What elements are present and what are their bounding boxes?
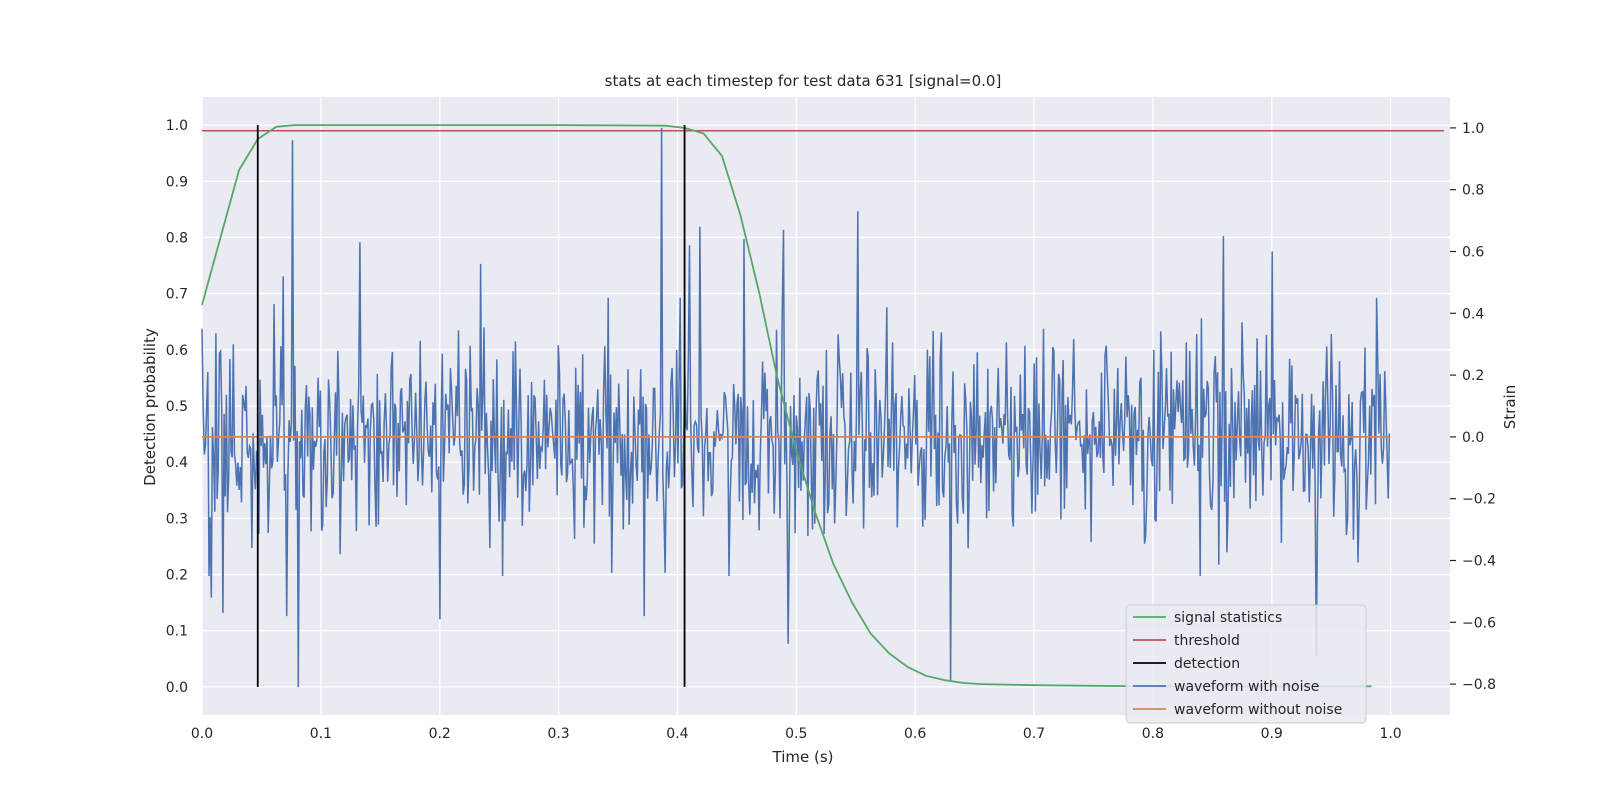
y2-tick-label: 1.0: [1462, 121, 1484, 137]
x-tick-label: 0.0: [191, 726, 213, 742]
x-tick-label: 0.9: [1261, 726, 1283, 742]
signal-statistics-line: [201, 124, 1372, 688]
x-tick-label: 0.2: [429, 726, 451, 742]
y2-tick-label: 0.2: [1462, 368, 1484, 384]
y2-tick-label: −0.2: [1462, 492, 1496, 508]
y2-axis-ticks: −0.8 −0.6 −0.4 −0.2 0.0 0.2 0.4 0.6 0.8 1.0: [1450, 121, 1496, 693]
y-tick-label: 0.6: [166, 343, 188, 359]
waveform-with-noise-line: [201, 127, 1391, 688]
x-tick-label: 0.8: [1142, 726, 1164, 742]
x-tick-label: 0.1: [310, 726, 332, 742]
x-tick-label: 0.3: [547, 726, 569, 742]
x-tick-label: 0.6: [904, 726, 926, 742]
y-tick-label: 0.2: [166, 568, 188, 584]
y2-axis-label: Strain: [1501, 385, 1519, 429]
y-tick-label: 0.3: [166, 511, 188, 527]
y2-tick-label: 0.6: [1462, 245, 1484, 261]
legend-label: detection: [1174, 656, 1240, 672]
x-tick-label: 0.7: [1023, 726, 1045, 742]
x-tick-label: 0.4: [666, 726, 688, 742]
y-axis-ticks: 0.0 0.1 0.2 0.3 0.4 0.5 0.6 0.7 0.8 0.9 1.0: [166, 118, 188, 696]
x-tick-label: 1.0: [1379, 726, 1401, 742]
y-axis-label: Detection probability: [141, 328, 159, 486]
y2-tick-label: −0.6: [1462, 615, 1496, 631]
legend-box: [1125, 604, 1367, 724]
series-layer: [201, 124, 1445, 688]
y-tick-label: 0.9: [166, 174, 188, 190]
y-tick-label: 0.4: [166, 455, 188, 471]
legend-label: signal statistics: [1174, 610, 1282, 626]
x-tick-label: 0.5: [785, 726, 807, 742]
y-tick-label: 0.1: [166, 624, 188, 640]
y-tick-label: 0.7: [166, 287, 188, 303]
chart-title: stats at each timestep for test data 631…: [605, 72, 1002, 90]
legend-label: waveform without noise: [1174, 702, 1342, 718]
y-tick-label: 0.0: [166, 680, 188, 696]
y2-tick-label: 0.4: [1462, 306, 1484, 322]
x-axis-ticks: 0.0 0.1 0.2 0.3 0.4 0.5 0.6 0.7 0.8 0.9 1.0: [191, 726, 1402, 742]
y2-tick-label: −0.8: [1462, 677, 1496, 693]
y2-tick-label: 0.8: [1462, 183, 1484, 199]
y2-tick-label: 0.0: [1462, 430, 1484, 446]
legend: signal statistics threshold detection wavef…: [1125, 604, 1367, 724]
y2-tick-label: −0.4: [1462, 554, 1496, 570]
legend-label: waveform with noise: [1174, 679, 1319, 695]
y-tick-label: 1.0: [166, 118, 188, 134]
legend-label: threshold: [1174, 633, 1240, 649]
y-tick-label: 0.5: [166, 399, 188, 415]
y-tick-label: 0.8: [166, 230, 188, 246]
x-axis-label: Time (s): [772, 748, 834, 766]
